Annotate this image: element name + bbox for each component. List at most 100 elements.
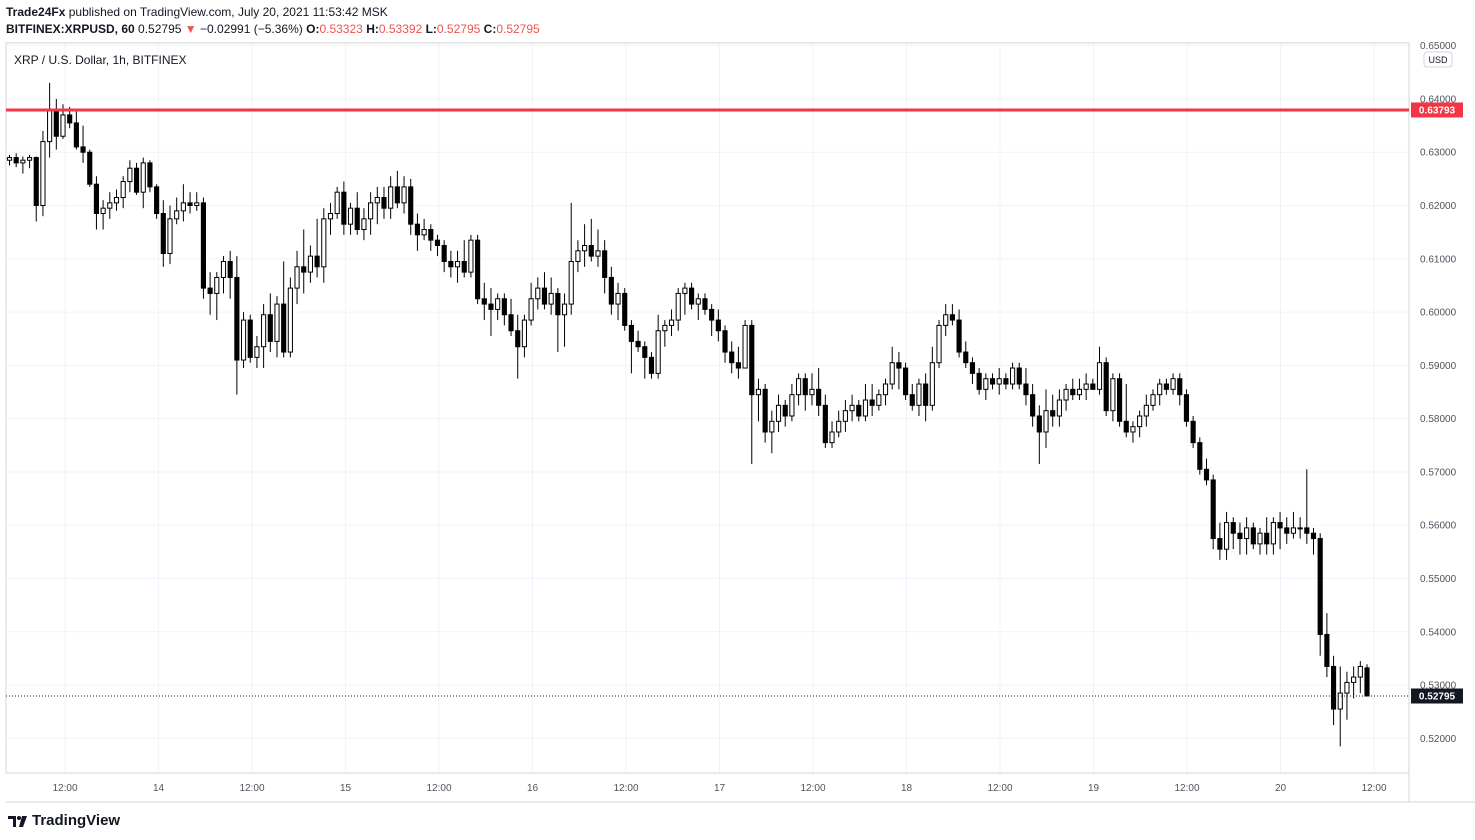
candle xyxy=(1203,458,1210,486)
candle xyxy=(468,234,474,278)
candle xyxy=(33,156,39,222)
candle xyxy=(1237,522,1243,555)
candle xyxy=(1183,389,1190,427)
candle-body-up xyxy=(361,218,367,230)
candle-body-down xyxy=(207,287,213,294)
candle-body-up xyxy=(1290,527,1297,534)
candle xyxy=(1030,384,1036,427)
candle xyxy=(154,184,160,219)
candle xyxy=(87,149,93,187)
price-tick-label: 0.63000 xyxy=(1420,148,1457,159)
candle xyxy=(602,240,608,294)
candle xyxy=(1010,362,1016,390)
time-tick-label: 16 xyxy=(527,783,539,794)
candle-body-down xyxy=(1190,420,1196,444)
candle xyxy=(1317,533,1323,656)
candle xyxy=(408,178,414,235)
candle-body-up xyxy=(321,218,327,268)
candle xyxy=(1137,410,1143,438)
candle-body-up xyxy=(796,378,802,396)
candle xyxy=(200,197,207,299)
candle xyxy=(1337,666,1343,747)
candle-body-up xyxy=(401,186,407,204)
candle-body-down xyxy=(816,388,822,406)
candle xyxy=(722,325,728,363)
tradingview-logo[interactable]: TradingView xyxy=(8,812,120,829)
open-value: 0.53323 xyxy=(319,22,363,36)
candle-body-down xyxy=(588,244,594,257)
time-tick-label: 12:00 xyxy=(1361,783,1386,794)
publisher-name[interactable]: Trade24Fx xyxy=(6,5,66,19)
candle xyxy=(983,373,989,401)
candle xyxy=(956,309,962,358)
candle-body-down xyxy=(314,255,320,268)
candle-body-up xyxy=(876,394,882,406)
candle xyxy=(180,184,186,222)
candle xyxy=(133,162,140,195)
candle-body-up xyxy=(662,324,668,332)
candle-body-up xyxy=(1170,378,1176,390)
candle-body-up xyxy=(1010,367,1016,385)
candle xyxy=(1050,394,1056,427)
candle-body-up xyxy=(1297,527,1303,530)
candle xyxy=(1264,517,1270,555)
candle xyxy=(1277,511,1283,550)
candle-body-up xyxy=(47,109,53,143)
candle-body-down xyxy=(1264,532,1270,545)
candle-body-down xyxy=(969,362,976,374)
time-tick-label: 20 xyxy=(1275,783,1287,794)
candle xyxy=(1297,517,1303,539)
candle-body-down xyxy=(394,186,400,204)
candle-body-down xyxy=(481,298,487,305)
candle-body-down xyxy=(67,114,73,124)
candle xyxy=(796,373,802,406)
candle-body-up xyxy=(254,346,260,358)
candle-body-up xyxy=(775,404,782,422)
tradingview-brand: TradingView xyxy=(32,812,121,829)
candle-body-down xyxy=(1036,415,1042,433)
candle xyxy=(682,282,688,315)
candle xyxy=(862,384,869,422)
candle xyxy=(742,320,748,369)
candle-body-down xyxy=(956,319,962,353)
candle xyxy=(1090,378,1096,390)
candle xyxy=(876,389,882,411)
candle-body-down xyxy=(73,122,79,148)
candle-body-up xyxy=(575,250,581,262)
price-tick-label: 0.54000 xyxy=(1420,627,1457,638)
candle-body-down xyxy=(1284,527,1290,534)
candle-body-up xyxy=(548,292,554,305)
candle xyxy=(989,373,996,390)
price-tick-label: 0.58000 xyxy=(1420,414,1457,425)
candle xyxy=(568,202,574,315)
candle-body-up xyxy=(983,378,989,390)
candle xyxy=(294,250,300,305)
candle xyxy=(113,189,120,211)
ohlc-line: BITFINEX:XRPUSD, 60 0.52795 ▼ −0.02991 (… xyxy=(6,21,540,38)
candle-body-up xyxy=(240,319,247,361)
candle-body-up xyxy=(1351,676,1357,683)
time-tick-label: 12:00 xyxy=(800,783,825,794)
candle-body-down xyxy=(1217,538,1223,550)
candle-body-down xyxy=(1117,378,1123,422)
candle xyxy=(167,205,173,265)
candle-body-up xyxy=(261,314,267,348)
candle-body-down xyxy=(642,346,648,358)
last-value: 0.52795 xyxy=(138,22,182,36)
candle-body-down xyxy=(822,404,828,444)
candle xyxy=(1290,511,1297,539)
candle-body-down xyxy=(949,314,955,321)
candle-body-up xyxy=(347,207,354,225)
candle xyxy=(829,421,835,448)
candle-body-down xyxy=(1183,394,1190,422)
candle xyxy=(1304,469,1310,544)
candle-body-down xyxy=(1324,633,1330,667)
candle xyxy=(809,373,815,406)
candle xyxy=(73,109,79,150)
candle-body-up xyxy=(287,287,293,353)
candle-body-down xyxy=(441,244,447,262)
candle-body-down xyxy=(702,298,708,310)
currency-badge[interactable]: USD xyxy=(1423,51,1453,68)
candle xyxy=(334,186,340,219)
